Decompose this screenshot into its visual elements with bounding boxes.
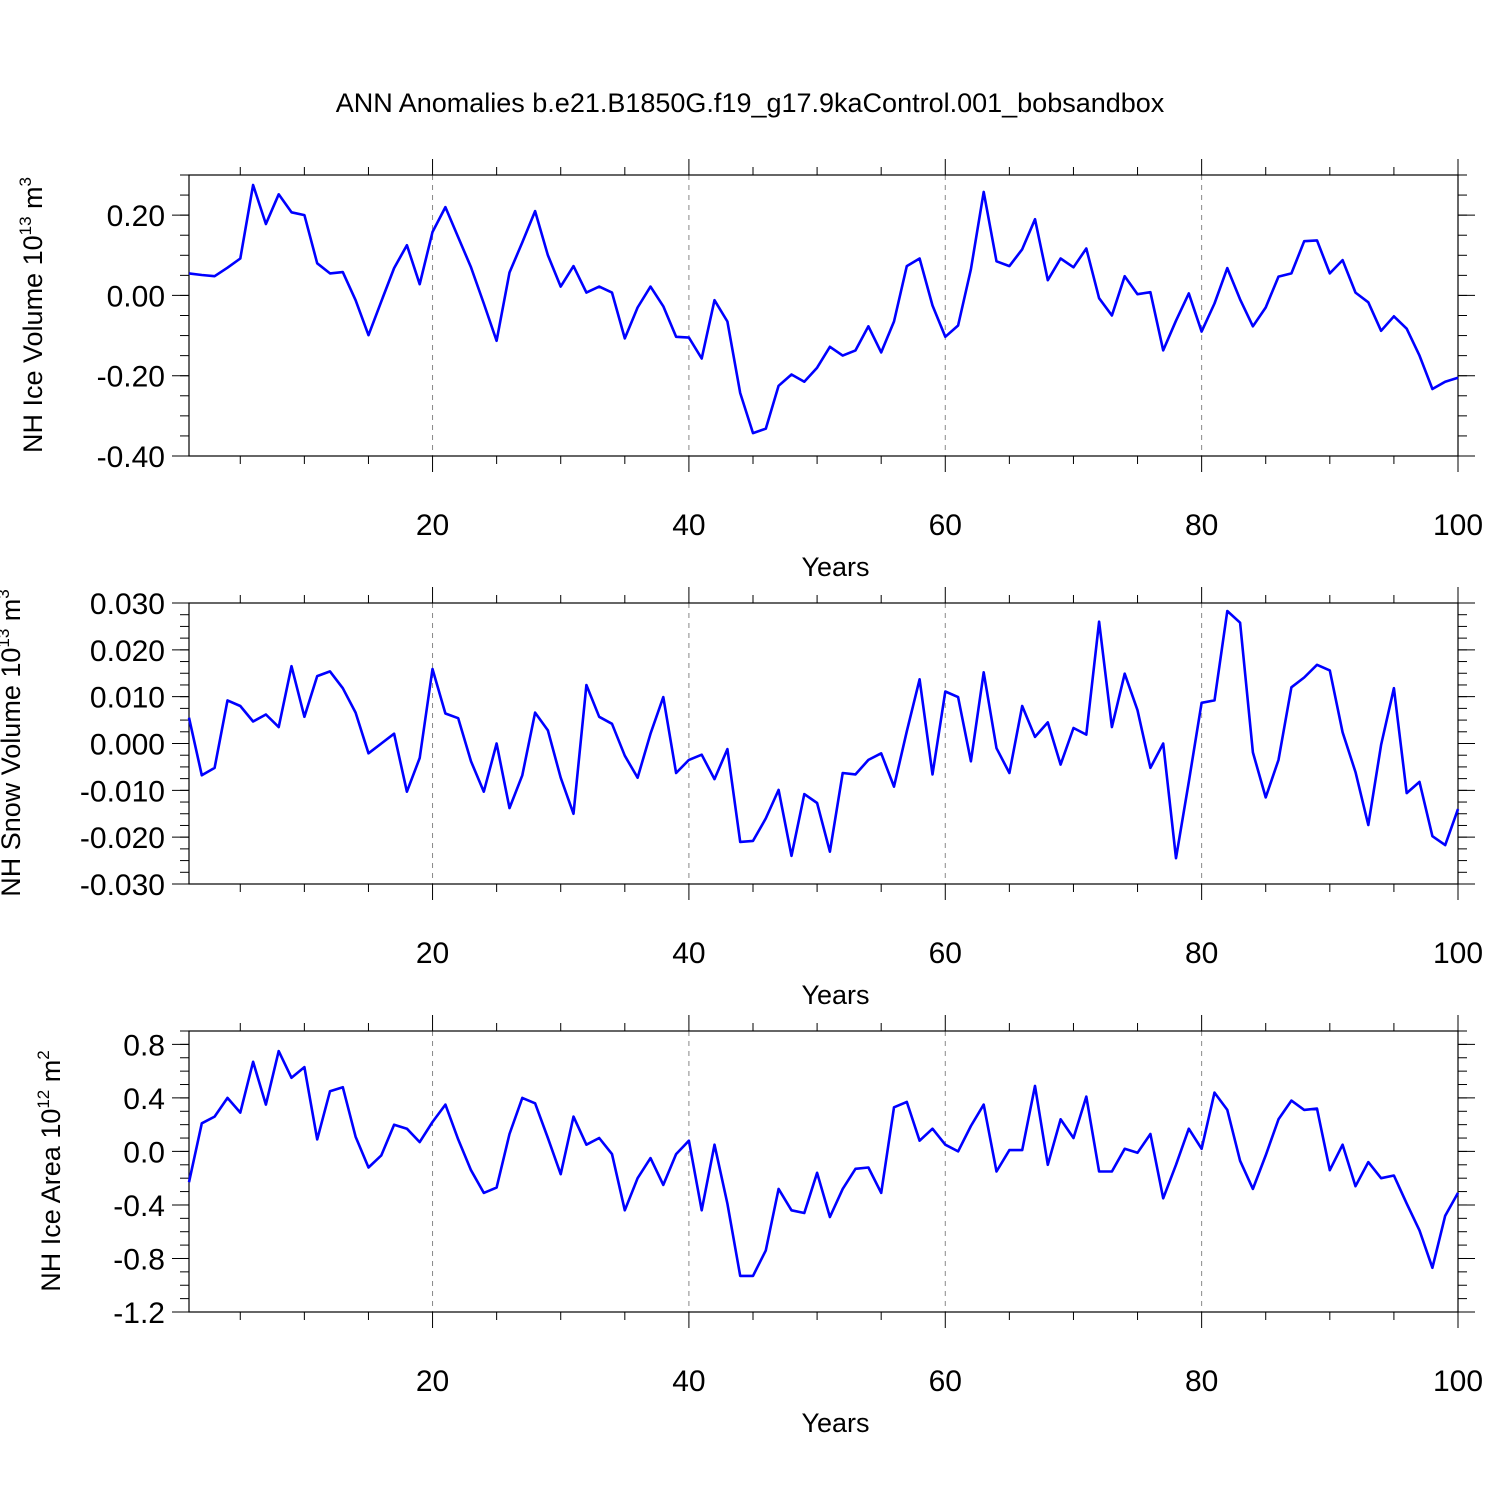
x-tick-label: 20: [416, 509, 449, 542]
y-axis-label-sup2: 2: [34, 1050, 53, 1059]
plot-frame: [188, 174, 1459, 457]
x-tick-label: 60: [929, 1365, 962, 1398]
y-tick-label: -0.020: [80, 822, 165, 855]
y-axis-label-sup: 13: [0, 629, 13, 648]
x-tick-label: 80: [1185, 509, 1218, 542]
y-tick-label: 0.030: [90, 588, 165, 621]
x-tick-label: 20: [416, 937, 449, 970]
y-tick-label: -0.40: [97, 441, 165, 474]
y-tick-label: 0.4: [123, 1083, 165, 1116]
panel-1: -0.40 -0.20 0.00 0.20 20 40 60 80 100 Years NH Ice…: [16, 159, 1483, 582]
x-tick-label: 60: [929, 509, 962, 542]
y-axis-label-sup2: 3: [0, 589, 13, 598]
y-tick-label: 0.20: [107, 200, 165, 233]
x-tick-label: 40: [672, 509, 705, 542]
y-tick-label: -0.010: [80, 775, 165, 808]
x-tick-label: 60: [929, 937, 962, 970]
x-axis-label: Years: [801, 1408, 869, 1438]
x-tick-label: 20: [416, 1365, 449, 1398]
y-tick-label: -0.4: [113, 1190, 165, 1223]
data-series-line: [188, 183, 1459, 435]
plot-frame: [188, 1030, 1459, 1313]
y-axis-label-sup: 12: [34, 1090, 53, 1109]
x-tick-label: 100: [1433, 1365, 1483, 1398]
y-axis-label-main: NH Snow Volume 10: [0, 648, 26, 897]
panel-2: -0.030 -0.020 -0.010 0.000 0.010 0.020 0.030 20…: [0, 587, 1483, 1010]
y-tick-label: 0.8: [123, 1029, 165, 1062]
y-axis-label: NH Ice Volume 1013 m3: [16, 177, 48, 453]
x-tick-label: 80: [1185, 937, 1218, 970]
y-axis-label: NH Snow Volume 1013 m3: [0, 589, 26, 897]
y-axis-label-mid: m: [0, 599, 26, 629]
figure-title: ANN Anomalies b.e21.B1850G.f19_g17.9kaCo…: [336, 88, 1165, 118]
y-axis-label-sup2: 3: [16, 177, 35, 186]
y-axis-label: NH Ice Area 1012 m2: [34, 1050, 66, 1291]
y-tick-label: 0.00: [107, 280, 165, 313]
x-tick-label: 80: [1185, 1365, 1218, 1398]
y-tick-label: -0.20: [97, 361, 165, 394]
x-tick-label: 100: [1433, 509, 1483, 542]
panels: -0.40 -0.20 0.00 0.20 20 40 60 80 100 Years NH Ice…: [0, 159, 1483, 1438]
y-axis-label-main: NH Ice Volume 10: [18, 235, 48, 453]
y-axis-label-sup: 13: [16, 216, 35, 235]
panel-3: -1.2 -0.8 -0.4 0.0 0.4 0.8 20 40 60 80 100 Years NH …: [34, 1015, 1483, 1438]
x-tick-label: 40: [672, 937, 705, 970]
x-axis-label: Years: [801, 552, 869, 582]
x-tick-label: 100: [1433, 937, 1483, 970]
y-tick-label: 0.010: [90, 682, 165, 715]
y-tick-label: -0.8: [113, 1243, 165, 1276]
y-axis-label-mid: m: [36, 1060, 66, 1090]
y-tick-label: -1.2: [113, 1297, 165, 1330]
x-tick-label: 40: [672, 1365, 705, 1398]
x-axis-label: Years: [801, 980, 869, 1010]
y-tick-label: 0.020: [90, 635, 165, 668]
data-series-line: [187, 609, 1460, 860]
data-series-line: [187, 1049, 1460, 1278]
y-axis-label-main: NH Ice Area 10: [36, 1109, 66, 1292]
y-tick-label: -0.030: [80, 869, 165, 902]
y-tick-label: 0.000: [90, 729, 165, 762]
y-tick-label: 0.0: [123, 1136, 165, 1169]
y-axis-label-mid: m: [18, 186, 48, 216]
plot-frame: [188, 602, 1459, 885]
